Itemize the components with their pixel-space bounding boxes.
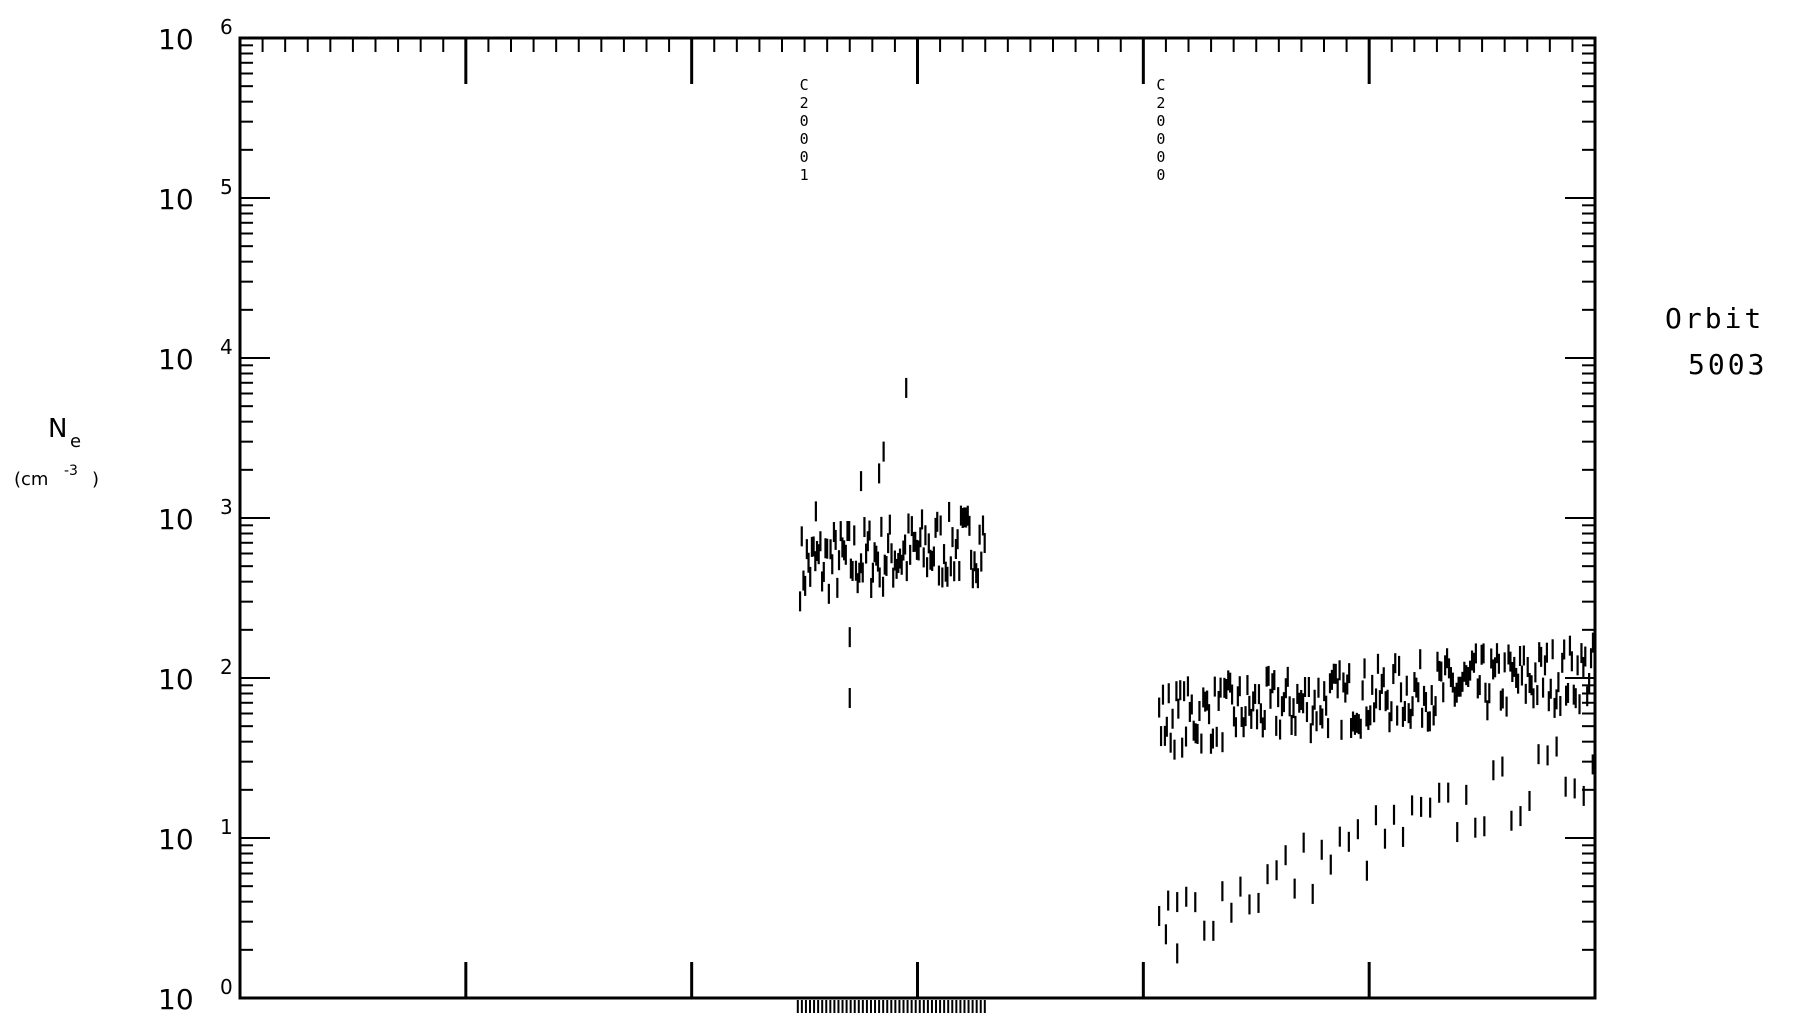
- y-tick-label-base: 10: [158, 823, 194, 856]
- plot-frame: [238, 36, 1597, 1000]
- y-tick-label-base: 10: [158, 23, 194, 56]
- annotation-char: C: [1156, 76, 1165, 94]
- y-tick-label-base: 10: [158, 983, 194, 1013]
- axes: [238, 36, 1597, 1000]
- y-tick-label: 10 5: [158, 175, 233, 216]
- y-tick-label-exp: 1: [220, 815, 233, 839]
- y-axis-label: N e (cm -3 ): [14, 414, 99, 490]
- y-tick-label-exp: 3: [220, 495, 233, 519]
- annotation-char: C: [800, 76, 809, 94]
- y-tick-label: 10 6: [158, 15, 233, 56]
- y-tick-label-base: 10: [158, 183, 194, 216]
- y-tick-labels: 10 0 10 1 10 2 10 3 10 4 10 5 10 6: [158, 15, 233, 1013]
- annotation-char: 0: [800, 112, 809, 130]
- y-axis-units-exp: -3: [64, 463, 78, 479]
- annotation-char: 0: [800, 148, 809, 166]
- annotation-char: 0: [800, 130, 809, 148]
- y-axis-label-main: N: [48, 414, 67, 444]
- orbit-label-line1: Orbit: [1665, 302, 1764, 335]
- y-tick-label-exp: 0: [220, 975, 233, 999]
- annotation-char: 1: [800, 166, 809, 184]
- y-tick-label-base: 10: [158, 343, 194, 376]
- bottom-bar: [796, 1000, 986, 1013]
- y-tick-label-exp: 5: [220, 175, 233, 199]
- y-tick-label-base: 10: [158, 663, 194, 696]
- annotation-char: 0: [1156, 130, 1165, 148]
- y-axis-units-close: ): [92, 469, 99, 490]
- data-points: [798, 377, 1596, 964]
- annotation-char: 0: [1156, 112, 1165, 130]
- y-tick-label-base: 10: [158, 503, 194, 536]
- y-tick-label-exp: 4: [220, 335, 233, 359]
- annotation-char: 0: [1156, 148, 1165, 166]
- annotation-char: 0: [1156, 166, 1165, 184]
- annotation-char: 2: [800, 94, 809, 112]
- y-axis-label-subscript: e: [70, 431, 81, 452]
- y-tick-label: 10 3: [158, 495, 233, 536]
- y-tick-label: 10 1: [158, 815, 233, 856]
- y-tick-label-exp: 6: [220, 15, 233, 39]
- y-tick-label: 10 0: [158, 975, 233, 1013]
- y-tick-label: 10 2: [158, 655, 233, 696]
- y-tick-label: 10 4: [158, 335, 233, 376]
- orbit-label-line2: 5003: [1688, 348, 1767, 381]
- orbit-label: Orbit 5003: [1665, 302, 1767, 381]
- y-tick-label-exp: 2: [220, 655, 233, 679]
- y-axis-units: (cm: [14, 469, 48, 490]
- annotation-char: 2: [1156, 94, 1165, 112]
